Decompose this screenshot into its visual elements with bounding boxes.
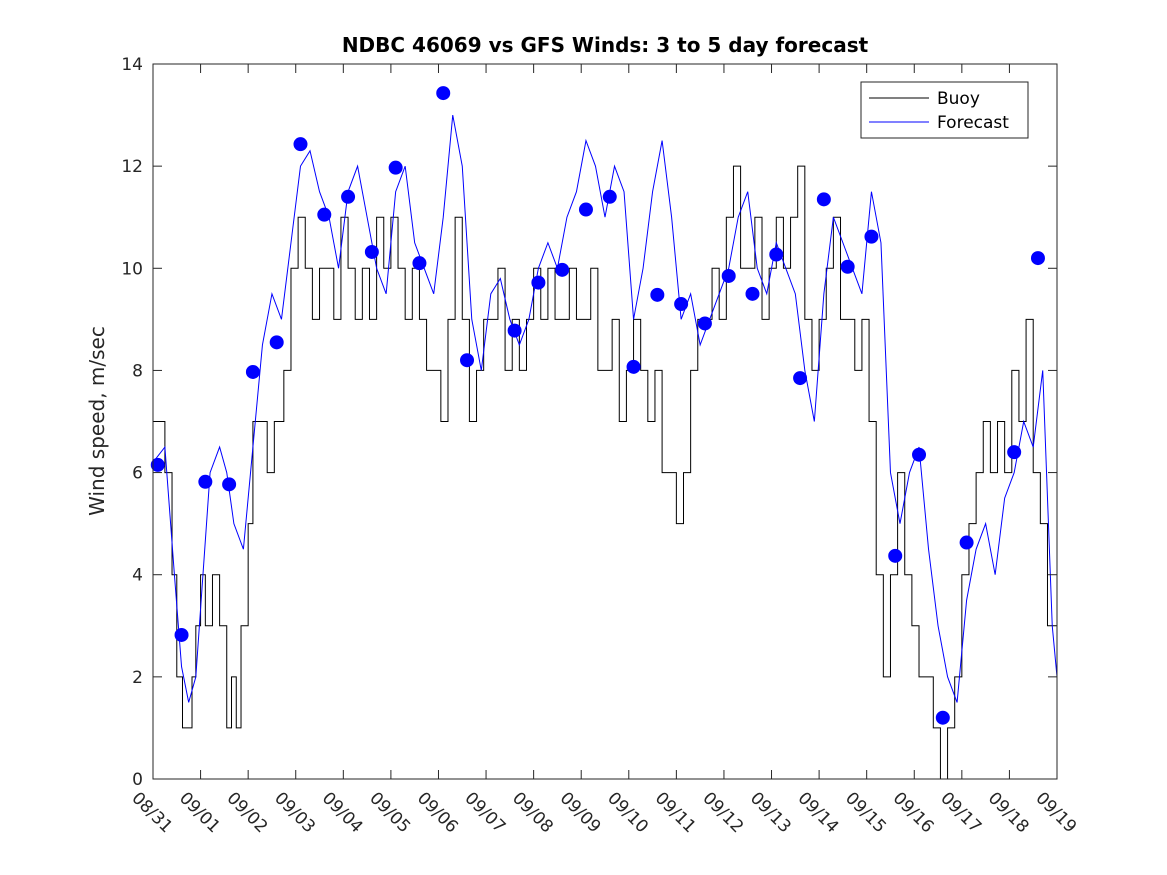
- forecast-marker: [959, 535, 974, 550]
- forecast-markers-layer: [150, 86, 1045, 725]
- y-tick-label: 12: [121, 157, 143, 177]
- forecast-marker: [531, 275, 546, 290]
- forecast-marker: [555, 262, 570, 277]
- forecast-marker: [460, 353, 475, 368]
- axes-background: [153, 64, 1057, 779]
- y-tick-label: 2: [132, 668, 143, 688]
- forecast-marker: [912, 447, 927, 462]
- forecast-marker: [793, 371, 808, 386]
- forecast-marker: [602, 189, 617, 204]
- forecast-marker: [412, 256, 427, 271]
- forecast-marker: [769, 247, 784, 262]
- y-axis-label: Wind speed, m/sec: [85, 326, 109, 516]
- legend: Buoy Forecast: [860, 81, 1029, 139]
- forecast-marker: [697, 316, 712, 331]
- forecast-marker: [650, 287, 665, 302]
- forecast-marker: [269, 335, 284, 350]
- forecast-marker: [507, 323, 522, 338]
- forecast-marker: [222, 477, 237, 492]
- forecast-marker: [198, 474, 213, 489]
- forecast-marker: [317, 207, 332, 222]
- forecast-marker: [888, 548, 903, 563]
- buoy-series-line: [153, 165, 1058, 780]
- forecast-series-line: [152, 114, 1058, 703]
- y-tick-label: 8: [132, 361, 143, 381]
- forecast-marker: [341, 189, 356, 204]
- forecast-marker: [816, 192, 831, 207]
- legend-buoy-label: Buoy: [937, 89, 980, 109]
- chart-title: NDBC 46069 vs GFS Winds: 3 to 5 day fore…: [342, 33, 869, 57]
- forecast-marker: [745, 286, 760, 301]
- forecast-marker: [245, 364, 260, 379]
- forecast-marker: [864, 229, 879, 244]
- forecast-marker: [364, 244, 379, 259]
- y-tick-label: 0: [132, 770, 143, 790]
- forecast-marker: [293, 137, 308, 152]
- forecast-marker: [150, 457, 165, 472]
- forecast-marker: [674, 297, 689, 312]
- legend-box: [860, 81, 1029, 139]
- plot-area: [150, 63, 1058, 780]
- buoy-series-layer: [153, 165, 1058, 780]
- y-axis: 0 2 4 6 8 10 12 14: [121, 55, 1057, 790]
- forecast-marker: [1030, 251, 1045, 266]
- y-tick-label: 14: [121, 55, 143, 75]
- forecast-marker: [436, 86, 451, 101]
- y-tick-label: 4: [132, 566, 143, 586]
- forecast-marker: [578, 202, 593, 217]
- forecast-marker: [174, 627, 189, 642]
- axes-box: [152, 63, 1058, 780]
- forecast-marker: [935, 710, 950, 725]
- y-tick-label: 10: [121, 259, 143, 279]
- forecast-marker: [1007, 445, 1022, 460]
- forecast-marker: [721, 268, 736, 283]
- forecast-marker: [626, 359, 641, 374]
- legend-forecast-label: Forecast: [937, 113, 1009, 133]
- forecast-series-layer: [152, 114, 1058, 703]
- y-tick-label: 6: [132, 464, 143, 484]
- forecast-marker: [840, 259, 855, 274]
- forecast-marker: [388, 160, 403, 175]
